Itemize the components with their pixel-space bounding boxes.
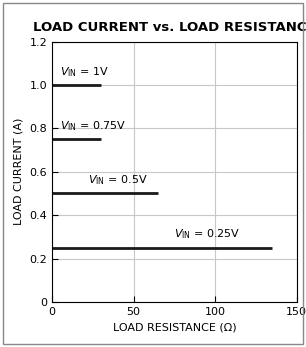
X-axis label: LOAD RESISTANCE (Ω): LOAD RESISTANCE (Ω) bbox=[113, 322, 236, 332]
Text: $V_{\mathregular{IN}}$ = 0.75V: $V_{\mathregular{IN}}$ = 0.75V bbox=[60, 119, 126, 133]
Text: $V_{\mathregular{IN}}$ = 0.5V: $V_{\mathregular{IN}}$ = 0.5V bbox=[88, 173, 147, 187]
Title: LOAD CURRENT vs. LOAD RESISTANCE: LOAD CURRENT vs. LOAD RESISTANCE bbox=[33, 20, 306, 34]
Text: $V_{\mathregular{IN}}$ = 0.25V: $V_{\mathregular{IN}}$ = 0.25V bbox=[174, 227, 241, 241]
Y-axis label: LOAD CURRENT (A): LOAD CURRENT (A) bbox=[14, 118, 24, 226]
Text: $V_{\mathregular{IN}}$ = 1V: $V_{\mathregular{IN}}$ = 1V bbox=[60, 65, 109, 78]
